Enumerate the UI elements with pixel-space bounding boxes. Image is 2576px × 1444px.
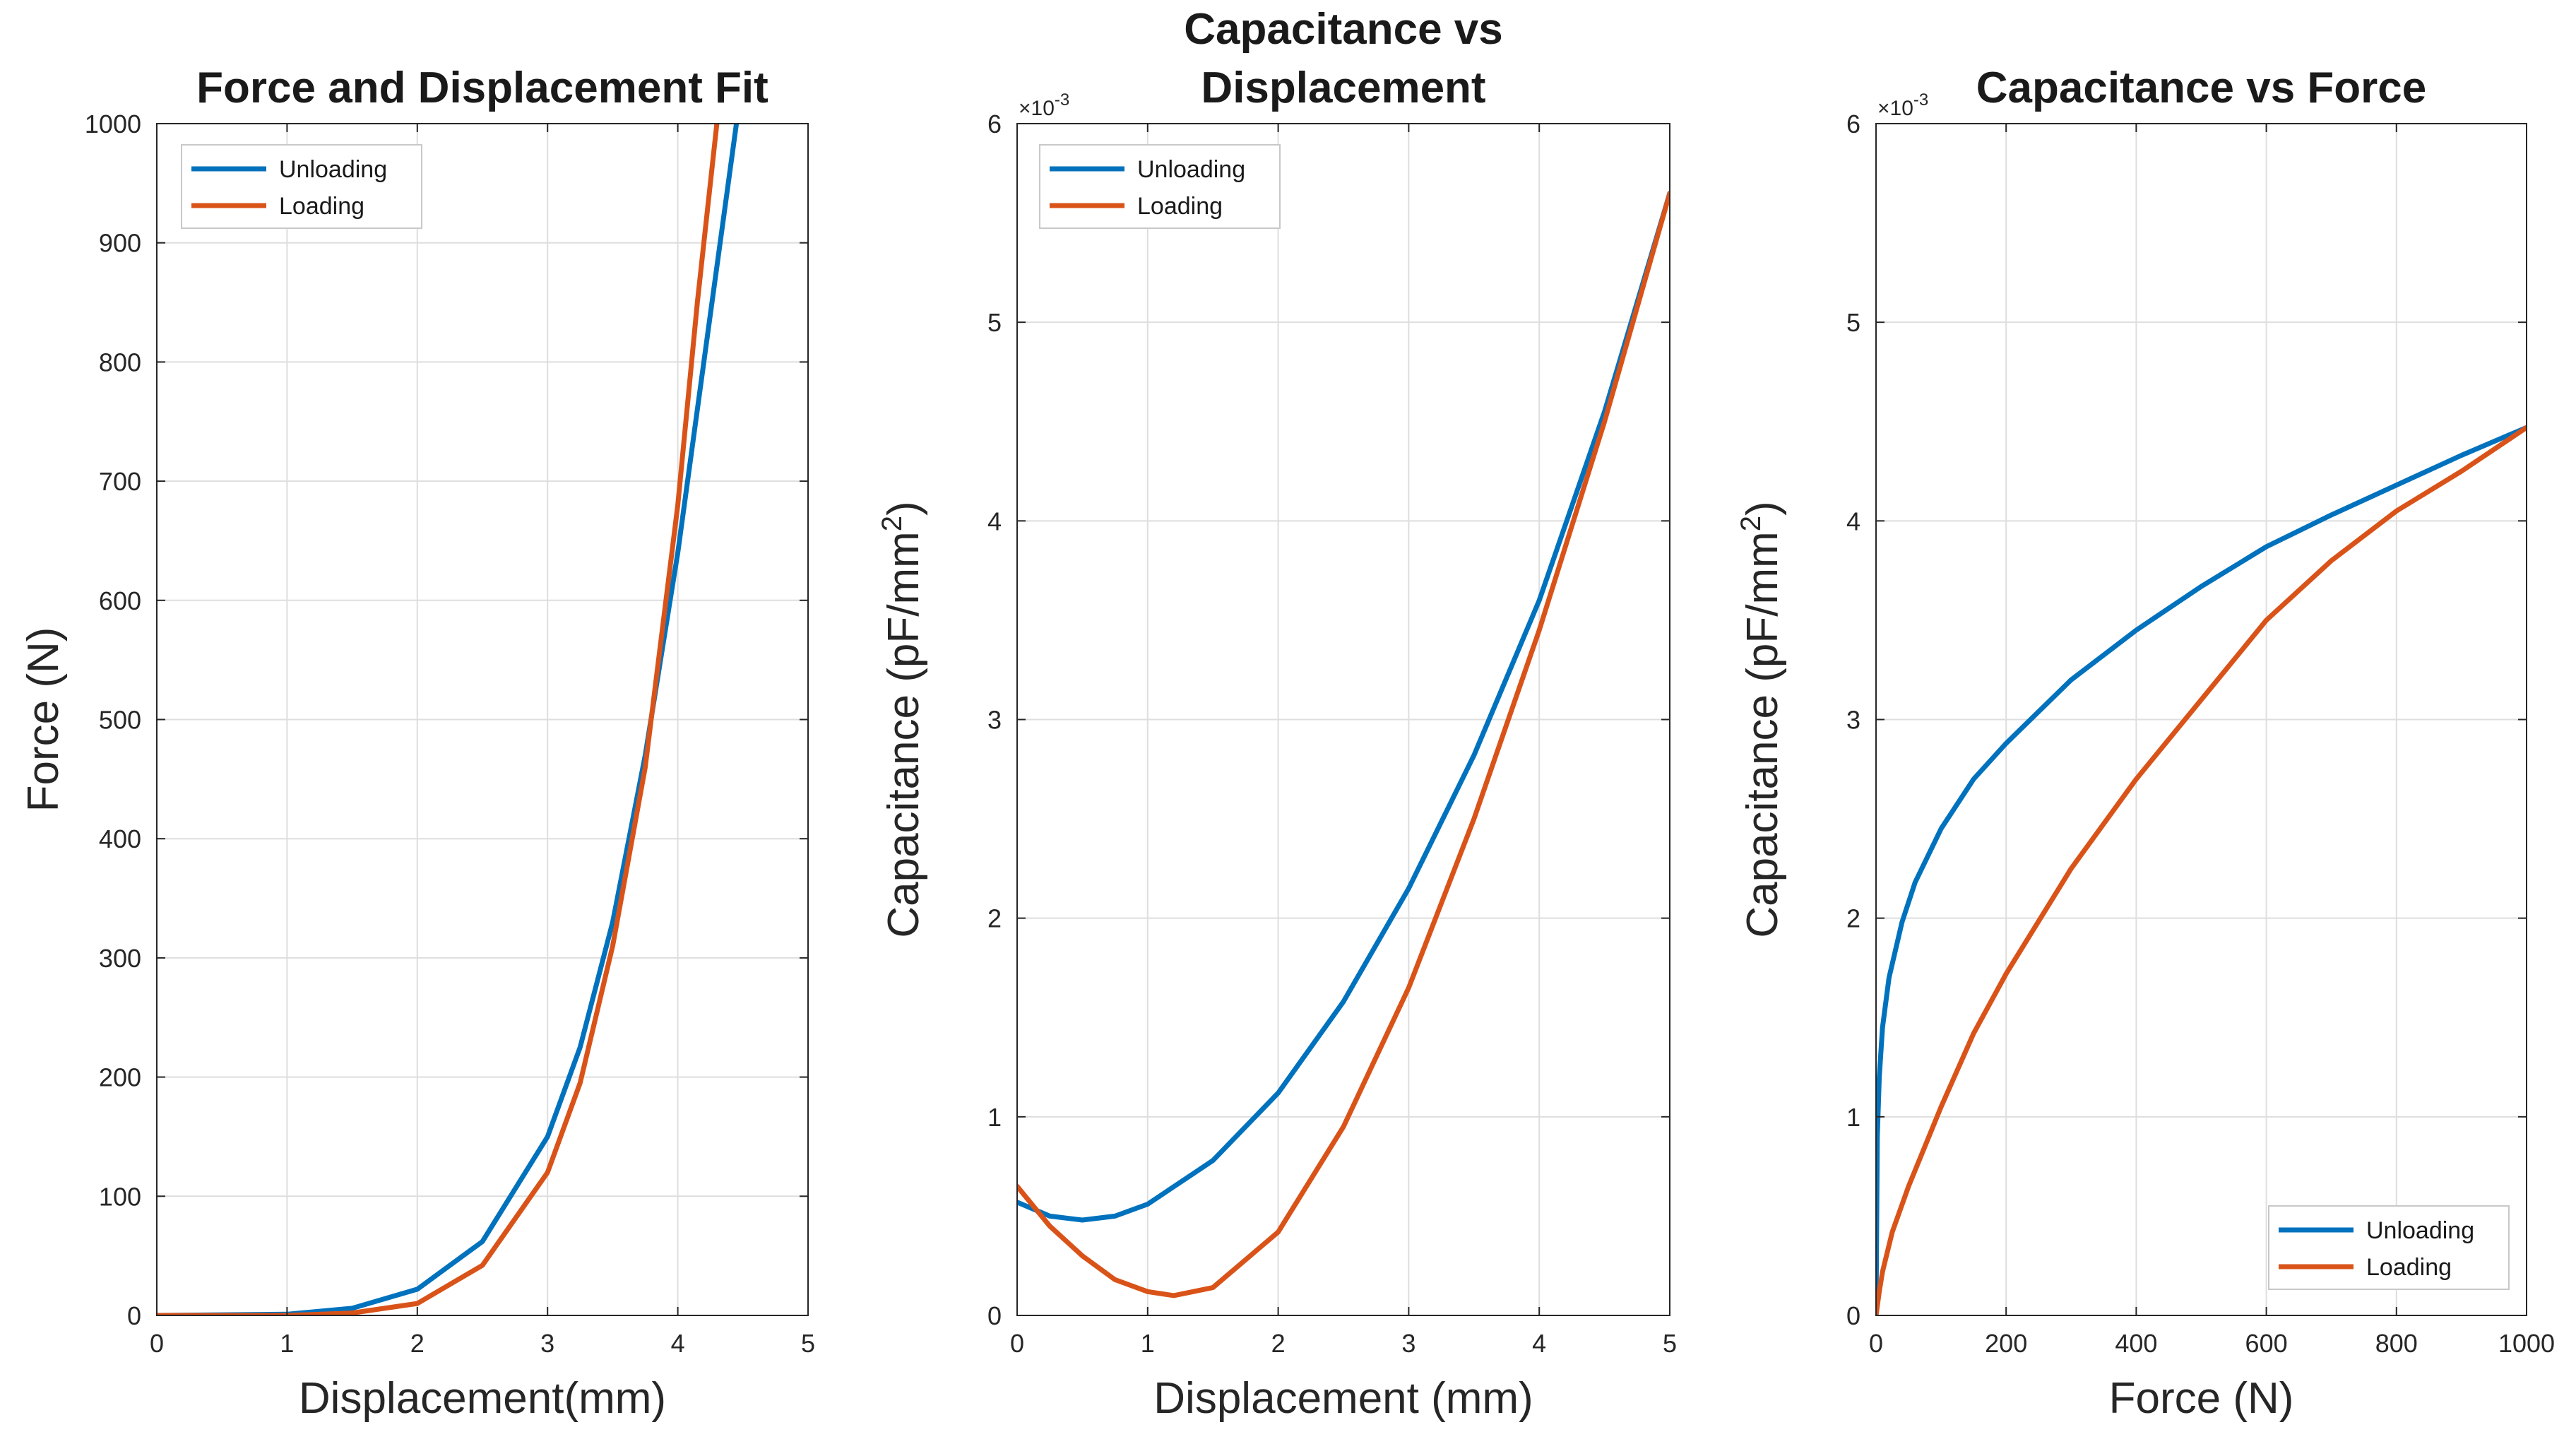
legend-label-loading: Loading xyxy=(1137,193,1223,220)
x-tick-label: 200 xyxy=(1985,1329,2027,1358)
series-line-loading xyxy=(1876,425,2527,1315)
y-tick-label: 500 xyxy=(99,706,141,735)
legend-label-loading: Loading xyxy=(2366,1254,2452,1281)
series-line-unloading xyxy=(157,124,740,1315)
y-tick-label: 4 xyxy=(1846,507,1860,535)
axis-exponent: ×10-3 xyxy=(1019,90,1069,120)
legend-label-loading: Loading xyxy=(279,193,364,220)
legend-label-unloading: Unloading xyxy=(279,156,387,183)
x-tick-label: 0 xyxy=(1010,1329,1024,1358)
x-tick-label: 5 xyxy=(1663,1329,1677,1358)
y-tick-label: 4 xyxy=(987,507,1002,535)
y-tick-label: 0 xyxy=(1846,1301,1860,1330)
series-line-unloading xyxy=(1876,425,2527,1315)
y-tick-label: 0 xyxy=(127,1301,141,1330)
chart-title: Capacitance vs Force xyxy=(1976,64,2427,112)
y-tick-label: 5 xyxy=(987,308,1002,337)
x-tick-label: 400 xyxy=(2115,1329,2157,1358)
legend: Unloading Loading xyxy=(1039,144,1281,229)
y-tick-label: 2 xyxy=(987,904,1002,933)
legend-box xyxy=(181,144,422,229)
x-tick-label: 1000 xyxy=(2498,1329,2555,1358)
x-tick-label: 4 xyxy=(671,1329,685,1358)
y-axis-label: Capacitance (pF/mm2) xyxy=(877,501,928,937)
y-tick-label: 600 xyxy=(99,586,141,615)
y-tick-label: 1 xyxy=(987,1103,1002,1132)
legend: Unloading Loading xyxy=(181,144,422,229)
legend-label-unloading: Unloading xyxy=(1137,156,1245,183)
x-axis-label: Force (N) xyxy=(2109,1374,2294,1423)
y-tick-label: 6 xyxy=(1846,110,1860,138)
x-tick-label: 0 xyxy=(150,1329,164,1358)
y-tick-label: 200 xyxy=(99,1063,141,1092)
y-tick-label: 800 xyxy=(99,348,141,377)
x-tick-label: 5 xyxy=(801,1329,815,1358)
legend-box xyxy=(1039,144,1281,229)
y-tick-label: 100 xyxy=(99,1182,141,1211)
x-tick-label: 1 xyxy=(280,1329,294,1358)
y-axis-label: Force (N) xyxy=(19,627,68,812)
y-tick-label: 1 xyxy=(1846,1103,1860,1132)
y-tick-label: 1000 xyxy=(85,110,141,138)
y-tick-label: 6 xyxy=(987,110,1002,138)
series-line-loading xyxy=(157,124,720,1315)
axis-exponent: ×10-3 xyxy=(1877,90,1928,120)
legend-box xyxy=(2268,1205,2510,1290)
x-axis-label: Displacement(mm) xyxy=(299,1374,666,1423)
x-tick-label: 3 xyxy=(1401,1329,1415,1358)
x-tick-label: 3 xyxy=(540,1329,554,1358)
series-line-loading xyxy=(1017,190,1670,1298)
x-tick-label: 1 xyxy=(1141,1329,1155,1358)
x-tick-label: 2 xyxy=(1271,1329,1286,1358)
x-tick-label: 2 xyxy=(410,1329,425,1358)
chart-panel-1: 0 1 2 3 4 5 0 100 200 300 400 500 600 700 800 900 1000 Fo… xyxy=(19,64,815,1423)
series-line-unloading xyxy=(1017,190,1670,1223)
x-tick-label: 0 xyxy=(1869,1329,1883,1358)
x-tick-label: 600 xyxy=(2245,1329,2288,1358)
y-tick-label: 5 xyxy=(1846,308,1860,337)
legend: Unloading Loading xyxy=(2268,1205,2510,1290)
y-tick-label: 900 xyxy=(99,229,141,258)
x-tick-label: 4 xyxy=(1532,1329,1546,1358)
y-tick-label: 3 xyxy=(1846,706,1860,735)
chart-title: Force and Displacement Fit xyxy=(196,64,768,112)
x-axis-label: Displacement (mm) xyxy=(1153,1374,1533,1423)
chart-title: Capacitance vs xyxy=(1184,5,1502,54)
y-tick-label: 2 xyxy=(1846,904,1860,933)
y-tick-label: 300 xyxy=(99,944,141,973)
x-tick-label: 800 xyxy=(2375,1329,2418,1358)
chart-panel-2: 0 1 2 3 4 5 0 1 2 3 4 5 6 ×10-3 Capacitance vs Displace… xyxy=(877,5,1677,1423)
y-tick-label: 700 xyxy=(99,467,141,496)
chart-title: Displacement xyxy=(1201,64,1485,112)
chart-panel-3: 0 200 400 600 800 1000 0 1 2 3 4 5 6 ×10-3 Capacitance… xyxy=(1735,64,2555,1423)
y-tick-label: 3 xyxy=(987,706,1002,735)
y-tick-label: 0 xyxy=(987,1301,1002,1330)
legend-label-unloading: Unloading xyxy=(2366,1217,2474,1244)
y-axis-label: Capacitance (pF/mm2) xyxy=(1735,501,1787,937)
y-tick-label: 400 xyxy=(99,824,141,853)
